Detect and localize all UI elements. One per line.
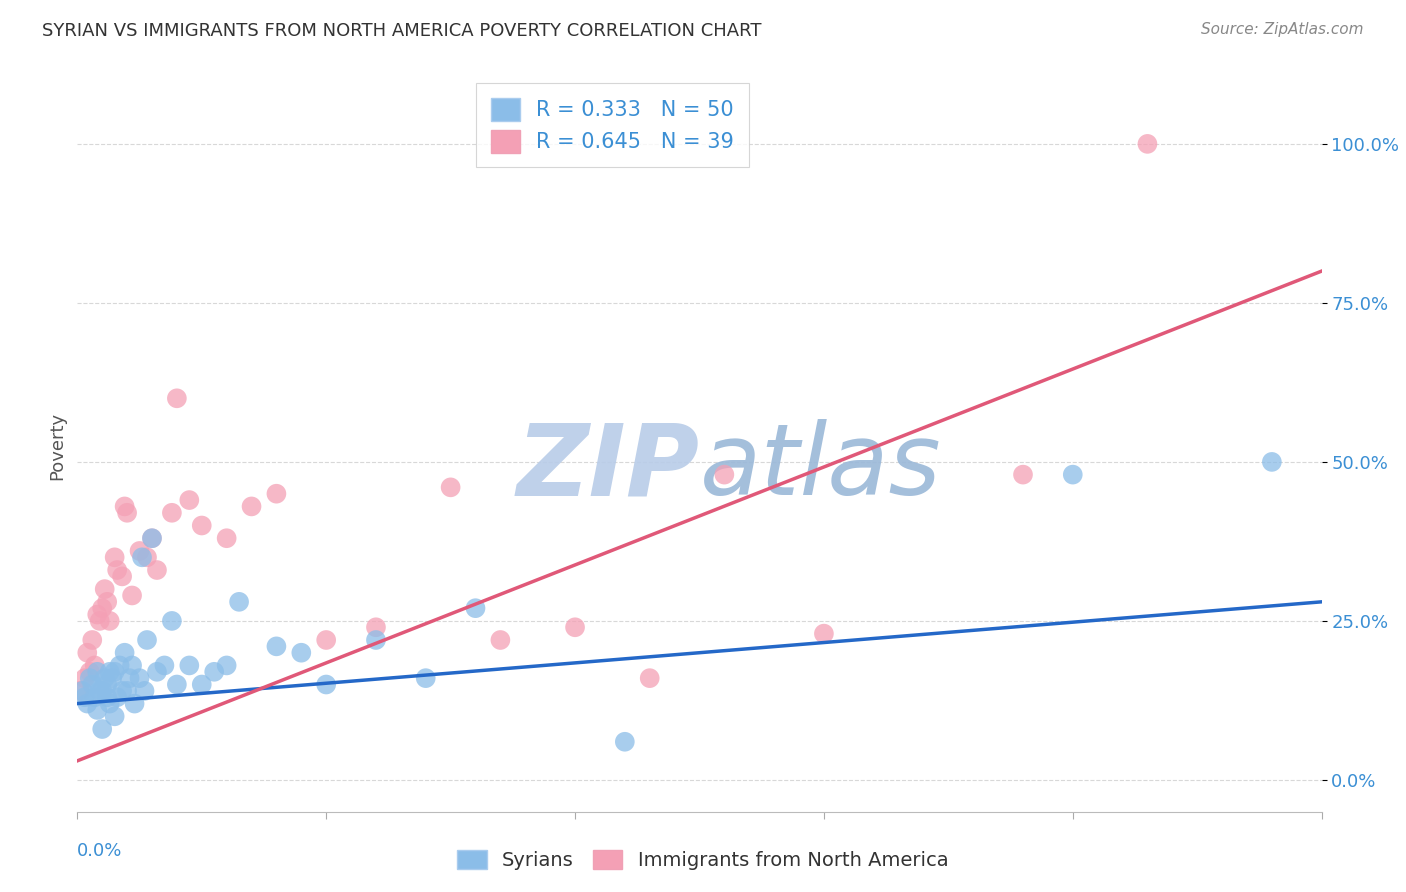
- Point: [613, 735, 636, 749]
- Point: [228, 595, 250, 609]
- Point: [1062, 467, 1084, 482]
- Point: [202, 665, 225, 679]
- Point: [91, 684, 114, 698]
- Legend: R = 0.333   N = 50, R = 0.645   N = 39: R = 0.333 N = 50, R = 0.645 N = 39: [477, 83, 749, 168]
- Point: [128, 544, 150, 558]
- Point: [73, 671, 96, 685]
- Point: [83, 690, 105, 705]
- Y-axis label: Poverty: Poverty: [48, 412, 66, 480]
- Point: [215, 658, 238, 673]
- Point: [115, 506, 138, 520]
- Point: [105, 563, 128, 577]
- Point: [266, 486, 288, 500]
- Point: [111, 684, 134, 698]
- Point: [141, 531, 163, 545]
- Point: [191, 677, 214, 691]
- Point: [489, 632, 512, 647]
- Point: [101, 671, 124, 685]
- Point: [104, 709, 127, 723]
- Point: [136, 550, 159, 565]
- Point: [93, 582, 115, 596]
- Point: [1012, 467, 1035, 482]
- Point: [166, 677, 188, 691]
- Point: [146, 665, 169, 679]
- Point: [118, 671, 141, 685]
- Text: Source: ZipAtlas.com: Source: ZipAtlas.com: [1201, 22, 1364, 37]
- Point: [114, 500, 136, 514]
- Point: [713, 467, 735, 482]
- Point: [89, 614, 111, 628]
- Point: [415, 671, 437, 685]
- Point: [166, 392, 188, 406]
- Point: [91, 601, 114, 615]
- Point: [79, 665, 101, 679]
- Point: [105, 690, 128, 705]
- Point: [141, 531, 163, 545]
- Point: [315, 632, 337, 647]
- Point: [104, 550, 127, 565]
- Point: [79, 671, 101, 685]
- Point: [114, 646, 136, 660]
- Point: [111, 569, 134, 583]
- Point: [121, 658, 143, 673]
- Point: [96, 690, 118, 705]
- Point: [69, 684, 91, 698]
- Point: [96, 595, 118, 609]
- Point: [160, 614, 183, 628]
- Point: [93, 671, 115, 685]
- Point: [98, 697, 121, 711]
- Point: [315, 677, 337, 691]
- Text: ZIP: ZIP: [516, 419, 700, 516]
- Point: [153, 658, 176, 673]
- Point: [98, 614, 121, 628]
- Point: [813, 626, 835, 640]
- Point: [364, 632, 387, 647]
- Point: [191, 518, 214, 533]
- Point: [73, 690, 96, 705]
- Point: [76, 697, 98, 711]
- Text: atlas: atlas: [700, 419, 941, 516]
- Point: [136, 632, 159, 647]
- Point: [82, 677, 104, 691]
- Text: 0.0%: 0.0%: [77, 842, 122, 860]
- Point: [86, 665, 108, 679]
- Point: [638, 671, 661, 685]
- Point: [179, 658, 201, 673]
- Point: [128, 671, 150, 685]
- Legend: Syrians, Immigrants from North America: Syrians, Immigrants from North America: [450, 842, 956, 878]
- Point: [240, 500, 263, 514]
- Point: [86, 607, 108, 622]
- Text: SYRIAN VS IMMIGRANTS FROM NORTH AMERICA POVERTY CORRELATION CHART: SYRIAN VS IMMIGRANTS FROM NORTH AMERICA …: [42, 22, 762, 40]
- Point: [364, 620, 387, 634]
- Point: [215, 531, 238, 545]
- Point: [108, 658, 131, 673]
- Point: [266, 640, 288, 654]
- Point: [564, 620, 586, 634]
- Point: [1136, 136, 1159, 151]
- Point: [160, 506, 183, 520]
- Point: [91, 722, 114, 736]
- Point: [83, 658, 105, 673]
- Point: [98, 665, 121, 679]
- Point: [121, 589, 143, 603]
- Point: [124, 697, 146, 711]
- Point: [464, 601, 486, 615]
- Point: [134, 684, 156, 698]
- Point: [72, 684, 94, 698]
- Point: [131, 550, 153, 565]
- Point: [86, 703, 108, 717]
- Point: [115, 684, 138, 698]
- Point: [1261, 455, 1284, 469]
- Point: [76, 646, 98, 660]
- Point: [290, 646, 312, 660]
- Point: [82, 632, 104, 647]
- Point: [96, 677, 118, 691]
- Point: [104, 665, 127, 679]
- Point: [440, 480, 463, 494]
- Point: [146, 563, 169, 577]
- Point: [179, 493, 201, 508]
- Point: [89, 684, 111, 698]
